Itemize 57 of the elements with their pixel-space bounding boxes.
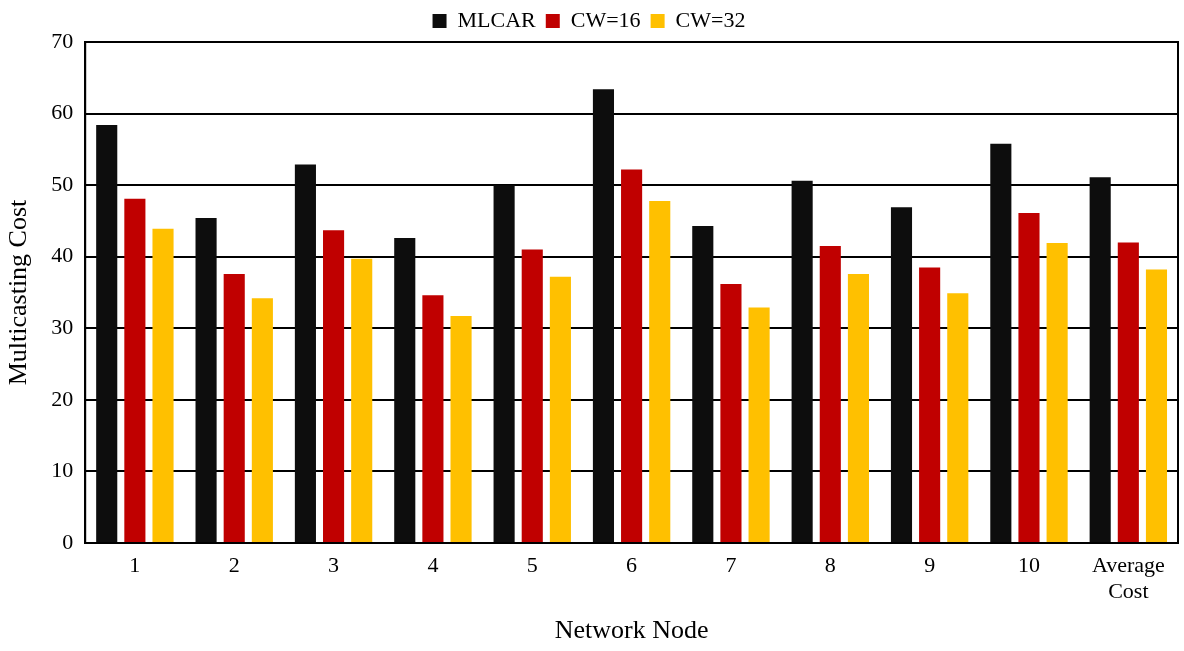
bar — [819, 245, 841, 542]
y-tick-label: 40 — [51, 242, 74, 268]
bar — [791, 180, 813, 542]
bar — [847, 273, 869, 542]
x-tick-label: 8 — [824, 551, 836, 577]
bar — [1089, 177, 1111, 542]
x-axis-title: Network Node — [554, 615, 709, 645]
bar — [251, 298, 273, 542]
bar — [1117, 242, 1139, 542]
bar — [649, 200, 671, 542]
bar — [351, 258, 373, 542]
x-tick-label: Average Cost — [1091, 551, 1165, 604]
bar — [124, 198, 146, 542]
x-tick-label: 10 — [1017, 551, 1040, 577]
y-tick-label: 50 — [51, 170, 74, 196]
legend-label: MLCAR — [457, 6, 537, 32]
x-tick-label: 4 — [427, 551, 439, 577]
y-tick-label: 10 — [51, 457, 74, 483]
y-tick-label: 60 — [51, 99, 74, 125]
bar — [1046, 243, 1068, 542]
x-tick-label: 5 — [526, 551, 538, 577]
bar — [394, 238, 416, 542]
x-tick-label: 1 — [129, 551, 141, 577]
legend-label: CW=32 — [675, 6, 746, 32]
bar — [947, 293, 969, 542]
y-axis-title: Multicasting Cost — [3, 198, 33, 386]
bar — [748, 307, 770, 542]
bar — [621, 169, 643, 542]
bar — [720, 283, 742, 542]
y-tick-label: 0 — [62, 528, 74, 554]
bar — [450, 316, 472, 542]
bar — [592, 89, 615, 542]
y-tick-label: 30 — [51, 314, 74, 340]
bar — [1018, 213, 1040, 542]
bar — [294, 164, 316, 542]
x-tick-label: 6 — [626, 551, 638, 577]
bar — [990, 143, 1012, 542]
y-tick-label: 20 — [51, 385, 74, 411]
bar — [422, 295, 444, 542]
bar — [919, 267, 941, 542]
bar — [521, 249, 543, 542]
bar — [223, 273, 245, 542]
bar — [152, 228, 174, 542]
bar — [96, 125, 118, 542]
bar — [493, 185, 515, 542]
x-tick-label: 7 — [725, 551, 737, 577]
x-tick-label: 2 — [228, 551, 240, 577]
bar — [890, 207, 913, 542]
x-tick-label: 3 — [328, 551, 340, 577]
y-tick-label: 70 — [51, 27, 74, 53]
bar — [1145, 269, 1168, 542]
bar — [549, 276, 571, 542]
bar — [323, 230, 345, 542]
legend-label: CW=16 — [570, 6, 641, 32]
bar — [195, 218, 217, 542]
bar — [692, 225, 714, 542]
x-tick-label: 9 — [924, 551, 936, 577]
